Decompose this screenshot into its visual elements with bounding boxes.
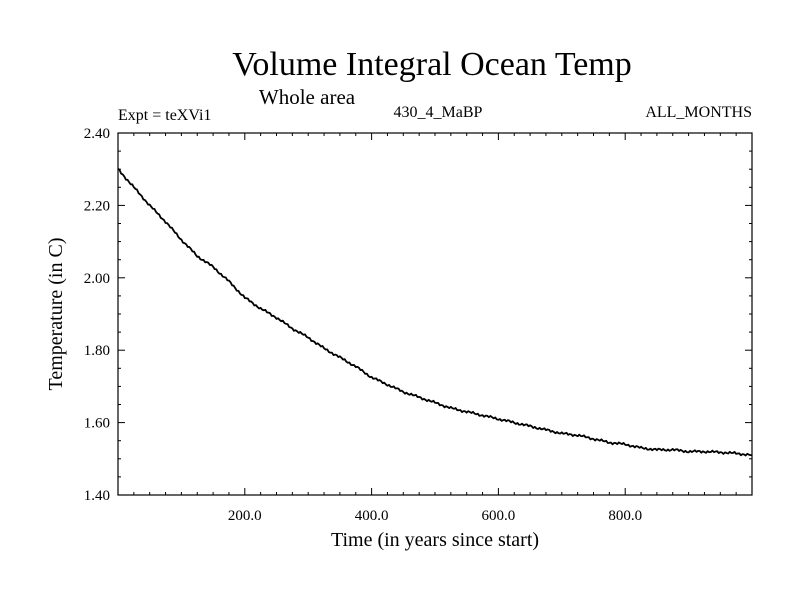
series-line (117, 168, 753, 457)
y-axis-tick-labels: 1.40 1.60 1.80 2.00 2.20 2.40 (84, 126, 110, 504)
plot-frame (117, 132, 753, 496)
x-tick-label: 400.0 (355, 508, 389, 524)
y-tick-label: 2.20 (84, 198, 110, 214)
y-axis-ticks (118, 132, 752, 496)
chart-title: Volume Integral Ocean Temp (232, 46, 632, 83)
x-axis-label: Time (in years since start) (331, 529, 539, 551)
y-tick-label: 1.60 (84, 416, 110, 432)
run-label: 430_4_MaBP (394, 104, 483, 121)
y-tick-label: 2.00 (84, 271, 110, 287)
y-axis-label: Temperature (in C) (45, 238, 67, 391)
months-label: ALL_MONTHS (645, 104, 752, 121)
x-tick-label: 600.0 (482, 508, 516, 524)
x-tick-label: 800.0 (608, 508, 642, 524)
experiment-label: Expt = teXVi1 (118, 107, 211, 124)
x-tick-label: 200.0 (228, 508, 262, 524)
y-tick-label: 1.40 (84, 488, 110, 504)
x-axis-tick-labels: 200.0 400.0 600.0 800.0 (228, 508, 642, 524)
y-tick-label: 2.40 (84, 126, 110, 142)
x-axis-ticks (133, 133, 737, 495)
chart-subtitle: Whole area (259, 85, 356, 109)
y-tick-label: 1.80 (84, 343, 110, 359)
